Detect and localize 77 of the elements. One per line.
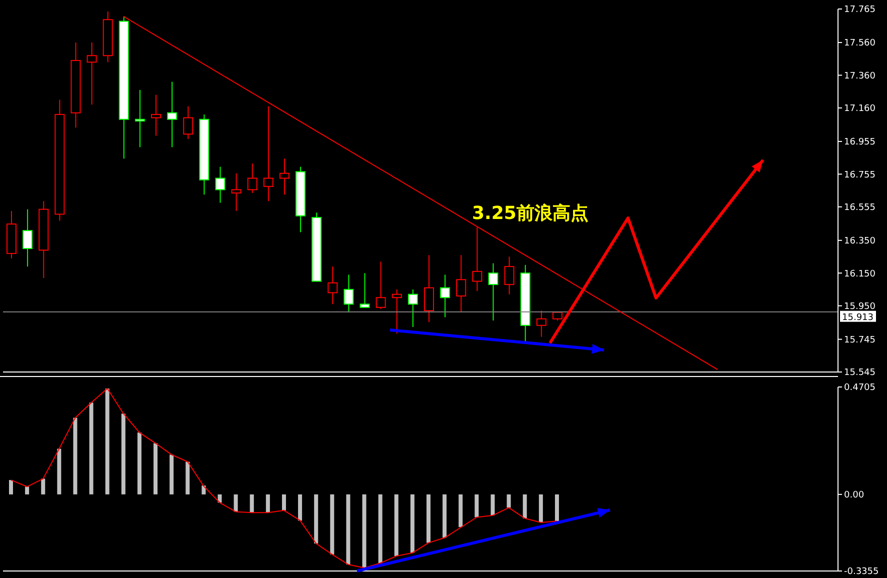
candlestick <box>279 158 290 196</box>
candlestick <box>134 89 145 148</box>
bar <box>137 432 142 494</box>
bar <box>9 480 13 494</box>
bar <box>426 494 430 543</box>
y-tick-label: 15.745 <box>844 335 876 346</box>
bar <box>522 494 527 518</box>
bar <box>330 494 334 554</box>
y-tick-label: 0.00 <box>844 490 864 501</box>
y-tick-label: 15.950 <box>844 302 876 312</box>
candlestick <box>231 172 242 212</box>
bar <box>186 462 190 494</box>
bar <box>25 486 30 494</box>
bar <box>73 418 78 494</box>
candlestick <box>536 310 546 338</box>
ref-line-label: 15.913 <box>842 312 874 323</box>
candlestick <box>392 288 402 334</box>
bar <box>474 494 479 518</box>
annotation: 3.25前浪高点 <box>472 202 588 225</box>
y-tick-label: 17.560 <box>844 38 876 49</box>
bar <box>458 494 463 528</box>
y-tick-label: 16.350 <box>844 236 876 247</box>
candlestick <box>472 226 482 292</box>
candlestick <box>344 274 354 313</box>
candlestick <box>263 106 274 202</box>
bar <box>298 494 302 521</box>
bar <box>57 448 62 494</box>
candlestick <box>151 94 162 136</box>
bar <box>490 494 495 516</box>
candlestick <box>167 81 178 148</box>
y-tick-label: 15.545 <box>844 368 876 378</box>
candlestick <box>424 254 434 323</box>
bar <box>378 494 382 564</box>
bar <box>314 494 318 544</box>
y-tick-label: 17.360 <box>844 71 876 82</box>
bar <box>362 494 366 568</box>
bar <box>234 494 238 512</box>
y-tick-label: -0.3355 <box>844 567 879 578</box>
candlestick <box>328 266 338 305</box>
candlestick <box>215 166 226 204</box>
bar <box>202 486 206 494</box>
bar <box>282 494 286 510</box>
bar <box>41 478 46 494</box>
candlestick <box>504 256 514 295</box>
bar <box>506 494 511 508</box>
y-tick-label: 16.755 <box>844 170 876 180</box>
candlestick <box>247 163 258 194</box>
bar <box>266 494 270 512</box>
bar <box>442 494 447 538</box>
bar <box>218 494 222 503</box>
candlestick <box>376 261 386 310</box>
bar <box>554 494 559 522</box>
y-tick-label: 16.555 <box>844 203 876 214</box>
candlestick <box>440 274 450 318</box>
candlestick <box>22 208 33 268</box>
y-tick-label: 16.150 <box>844 269 876 280</box>
bar <box>105 388 110 494</box>
y-tick-label: 17.160 <box>844 104 876 114</box>
candlestick <box>86 42 97 106</box>
bar <box>154 443 158 494</box>
candlestick <box>456 254 466 313</box>
bar <box>346 494 350 564</box>
candlestick <box>360 272 370 308</box>
y-tick-label: 0.4705 <box>844 383 876 394</box>
bar <box>250 494 254 512</box>
bar <box>121 414 126 494</box>
bar <box>538 494 543 522</box>
bar <box>89 402 94 494</box>
bar <box>170 454 174 494</box>
line-series <box>10 388 558 568</box>
bar <box>394 494 398 556</box>
bar <box>410 494 414 553</box>
candlestick <box>183 106 194 140</box>
candlestick <box>488 262 498 321</box>
y-tick-label: 16.955 <box>844 138 876 148</box>
candlestick <box>408 288 418 328</box>
y-tick-label: 17.765 <box>844 5 876 16</box>
